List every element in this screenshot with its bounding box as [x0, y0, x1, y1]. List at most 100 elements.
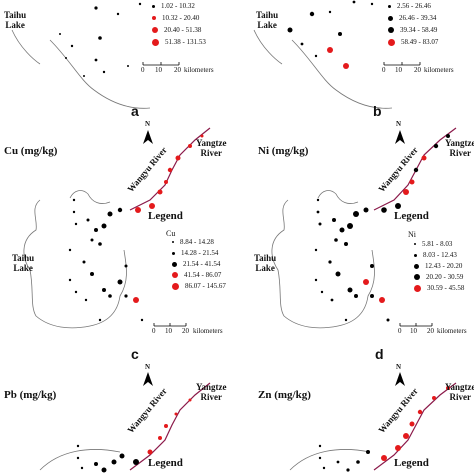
panel-c-title: Cu (mg/kg): [4, 145, 58, 157]
panel-d-sample-point: [318, 222, 322, 226]
legend-class-label: 26.46 - 39.34: [399, 14, 437, 22]
legend-class-label: 8.84 - 14.28: [180, 238, 214, 246]
panel-f-sample-point: [381, 455, 387, 461]
legend-class-label: 51.38 - 131.53: [165, 38, 206, 46]
panel-c-river-label: Yangtze River: [196, 138, 227, 158]
legend-class-row: 21.54 - 41.54: [172, 260, 220, 268]
panel-e-sample-point: [76, 444, 80, 448]
panel-a-sample-point: [83, 75, 85, 77]
panel-b-lake-outline: [253, 29, 393, 109]
panel-e-river-label: Yangtze River: [196, 382, 227, 402]
legend-class-row: 12.43 - 20.20: [414, 262, 462, 270]
panel-c-sample-point: [117, 279, 123, 285]
panel-f-sample-point: [366, 450, 370, 454]
legend-class-row: 8.84 - 14.28: [172, 238, 214, 246]
panel-c-sample-point: [68, 278, 72, 282]
panel-d-sample-point: [370, 264, 374, 268]
panel-f-sample-point: [403, 433, 409, 439]
legend-class-label: 2.56 - 26.46: [397, 2, 431, 10]
panel-e-sample-point: [133, 459, 139, 465]
panel-d-scale-unit: kilometers: [437, 327, 467, 335]
legend-symbol: [414, 243, 416, 246]
legend-class-row: 20.40 - 51.38: [152, 26, 201, 34]
panel-b-sample-point: [370, 2, 374, 6]
panel-b-sample-point: [309, 11, 315, 17]
legend-symbol: [172, 272, 178, 279]
panel-c-sample-point: [108, 294, 112, 298]
panel-d-north-label: N: [396, 120, 402, 128]
panel-a-sample-point: [65, 57, 67, 59]
panel-a-sample-point: [98, 36, 102, 40]
legend-class-row: 2.56 - 26.46: [388, 2, 431, 10]
panel-e-sample-point: [80, 466, 84, 470]
panel-c-legend-title: Legend: [148, 210, 183, 222]
panel-d-sample-point: [409, 179, 415, 185]
panel-e-sample-point: [188, 398, 192, 402]
legend-symbol: [172, 241, 174, 244]
panel-d-sample-point: [353, 211, 359, 217]
panel-d-lake-label: Taihu Lake: [254, 253, 277, 273]
panel-d-sample-point: [386, 318, 390, 322]
panel-e-title: Pb (mg/kg): [4, 389, 57, 401]
panel-c-sample-point: [157, 189, 163, 195]
legend-symbol: [152, 16, 156, 21]
panel-c-sample-point: [90, 238, 94, 242]
panel-b-scale-0: 0: [382, 66, 386, 74]
legend-class-label: 1.02 - 10.32: [161, 2, 195, 10]
panel-d-sample-point: [379, 297, 385, 303]
panel-d-sample-point: [413, 167, 419, 173]
panel-d-sample-point: [421, 155, 427, 161]
panel-d-scale-20: 20: [427, 327, 434, 335]
panel-b-sample-point: [328, 10, 332, 14]
panel-b-sample-point: [338, 32, 342, 36]
panel-c-sample-point: [188, 144, 192, 148]
panel-f-sample-point: [336, 460, 340, 464]
panel-c-sample-point: [94, 228, 98, 232]
panel-c-sample-point: [90, 272, 94, 276]
panel-c-lake-label: Taihu Lake: [12, 253, 35, 273]
panel-c-sample-point: [164, 180, 168, 184]
panel-a-label: a: [131, 103, 139, 119]
panel-d-sample-point: [334, 238, 338, 242]
panel-f-lake-outline: [289, 449, 371, 471]
legend-symbol: [388, 4, 391, 8]
panel-c-label: c: [131, 346, 139, 362]
legend-symbol: [172, 261, 177, 267]
panel-f-sample-point: [318, 456, 322, 460]
panel-d-sample-point: [314, 278, 318, 282]
panel-c-sample-point: [133, 297, 139, 303]
panel-d-sample-point: [344, 318, 348, 322]
panel-e-sample-point: [94, 462, 98, 466]
panel-d-sample-point: [395, 203, 401, 209]
panel-c-sample-point: [68, 248, 72, 252]
panel-a-lake-outline: [11, 29, 151, 109]
panel-f-sample-point: [356, 460, 360, 464]
panel-a-scale-unit: kilometers: [184, 66, 214, 74]
legend-symbol: [152, 38, 159, 46]
panel-d-sample-point: [335, 271, 341, 277]
panel-f-north-arrow: [395, 372, 405, 386]
panel-f-sample-point: [346, 468, 350, 472]
panel-d-sample-point: [433, 143, 439, 149]
panel-d-sample-point: [403, 189, 409, 195]
panel-d-sample-point: [320, 290, 324, 294]
panel-d-label: d: [375, 346, 384, 362]
panel-e-north-arrow: [143, 372, 153, 386]
panel-f-north-label: N: [396, 363, 402, 371]
panel-c-sample-point: [149, 203, 155, 209]
legend-class-label: 39.34 - 58.49: [400, 26, 438, 34]
panel-d-legend-title: Legend: [394, 210, 429, 222]
legend-symbol: [152, 4, 155, 8]
panel-c-sample-point: [101, 223, 107, 229]
legend-class-label: 10.32 - 20.40: [162, 14, 200, 22]
panel-c-sample-point: [124, 264, 128, 268]
panel-c-north-arrow: [143, 130, 153, 144]
panel-d-legend-var: Ni: [408, 230, 416, 239]
panel-e-north-label: N: [145, 363, 151, 371]
legend-class-label: 14.28 - 21.54: [181, 249, 219, 257]
panel-a-sample-point: [102, 70, 106, 74]
panel-c-sample-point: [84, 298, 88, 302]
panel-e-sample-point: [158, 436, 162, 440]
panel-c-sample-point: [102, 288, 106, 292]
